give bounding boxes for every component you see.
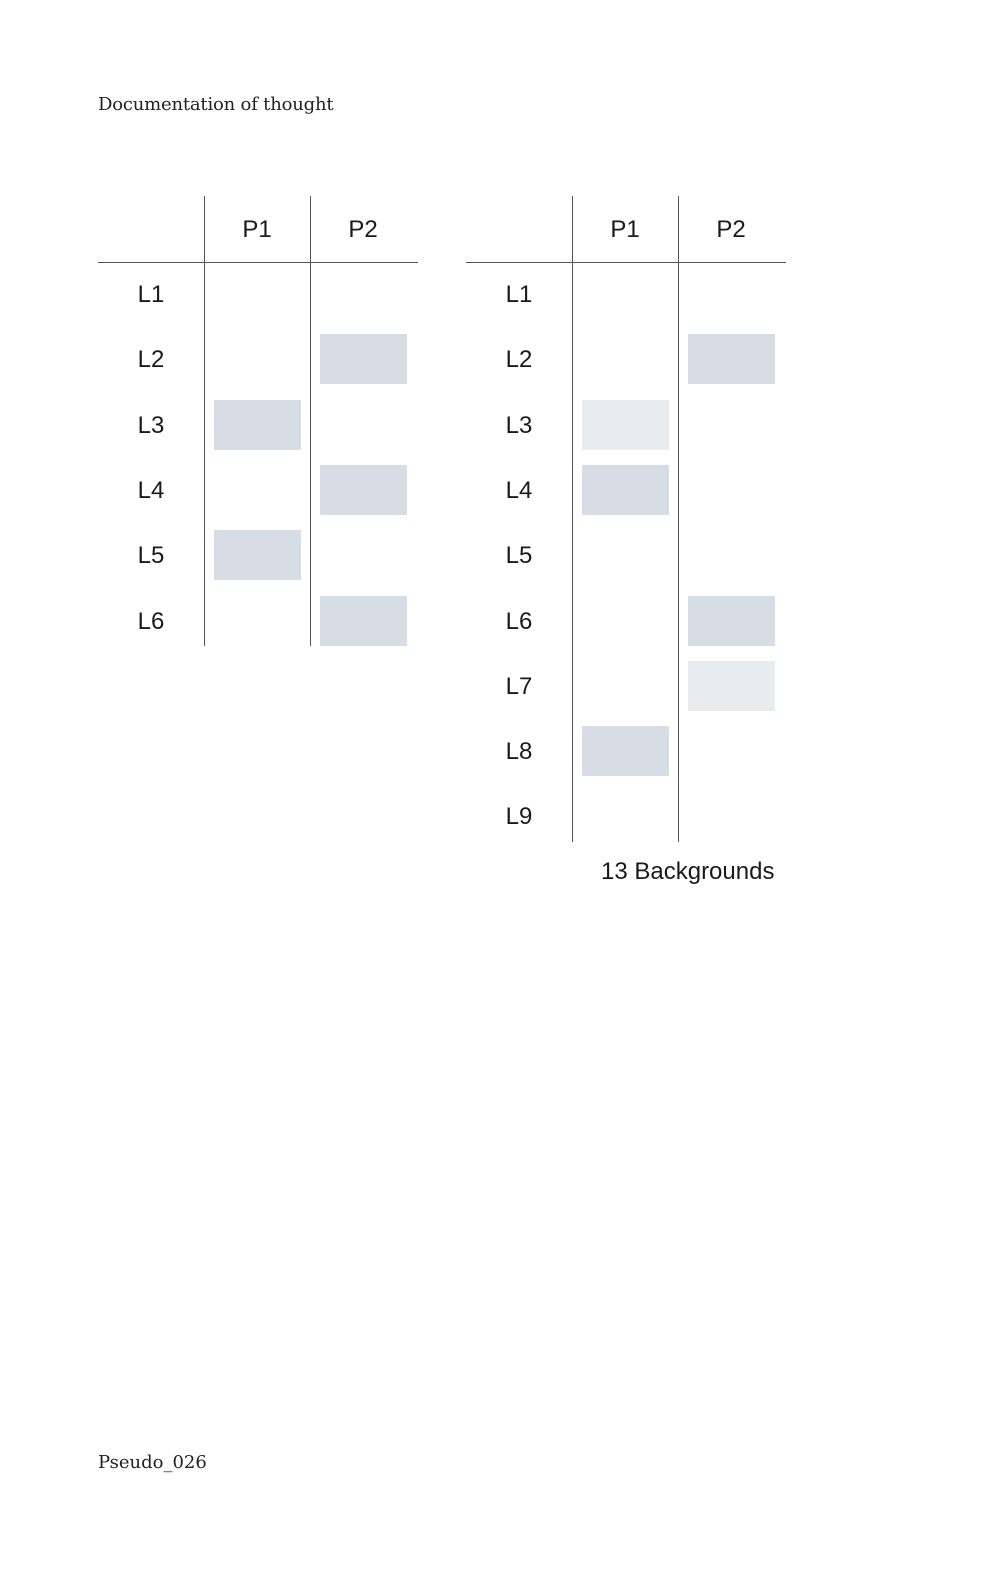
row-label-l2: L2 xyxy=(505,346,533,374)
row-label-l8: L8 xyxy=(505,738,533,766)
filled-cell-l5-p1 xyxy=(214,530,301,581)
running-head: Documentation of thought xyxy=(98,94,334,115)
filled-cell-l3-p1 xyxy=(582,399,669,450)
filled-cell-l6-p2 xyxy=(688,595,775,646)
row-label-l1: L1 xyxy=(505,281,533,308)
row-label-l5: L5 xyxy=(137,542,165,570)
row-label-l6: L6 xyxy=(505,607,533,635)
column-header-p2: P2 xyxy=(348,216,378,243)
row-label-l6: L6 xyxy=(137,607,165,635)
row-label-l2: L2 xyxy=(137,346,165,374)
folio: Pseudo_026 xyxy=(98,1452,207,1473)
table-caption: 13 Backgrounds xyxy=(601,858,775,885)
filled-cell-l3-p1 xyxy=(214,399,301,450)
row-label-l4: L4 xyxy=(137,476,165,504)
header-rule xyxy=(98,262,418,263)
filled-cell-l7-p2 xyxy=(688,660,775,711)
column-header-p1: P1 xyxy=(242,216,272,243)
row-label-l1: L1 xyxy=(137,281,165,308)
filled-cell-l4-p2 xyxy=(320,464,407,515)
header-rule xyxy=(466,262,786,263)
column-header-p2: P2 xyxy=(716,216,746,243)
column-rule xyxy=(310,196,311,646)
column-rule xyxy=(678,196,679,842)
column-header-p1: P1 xyxy=(610,216,640,243)
filled-cell-l2-p2 xyxy=(688,334,775,385)
row-label-l7: L7 xyxy=(505,672,533,700)
filled-cell-l4-p1 xyxy=(582,464,669,515)
row-label-l4: L4 xyxy=(505,476,533,504)
row-label-l3: L3 xyxy=(137,411,165,439)
filled-cell-l8-p1 xyxy=(582,726,669,777)
column-rule xyxy=(572,196,573,842)
row-label-l5: L5 xyxy=(505,542,533,570)
row-label-l9: L9 xyxy=(505,803,533,831)
filled-cell-l6-p2 xyxy=(320,595,407,646)
row-label-l3: L3 xyxy=(505,411,533,439)
filled-cell-l2-p2 xyxy=(320,334,407,385)
column-rule xyxy=(204,196,205,646)
